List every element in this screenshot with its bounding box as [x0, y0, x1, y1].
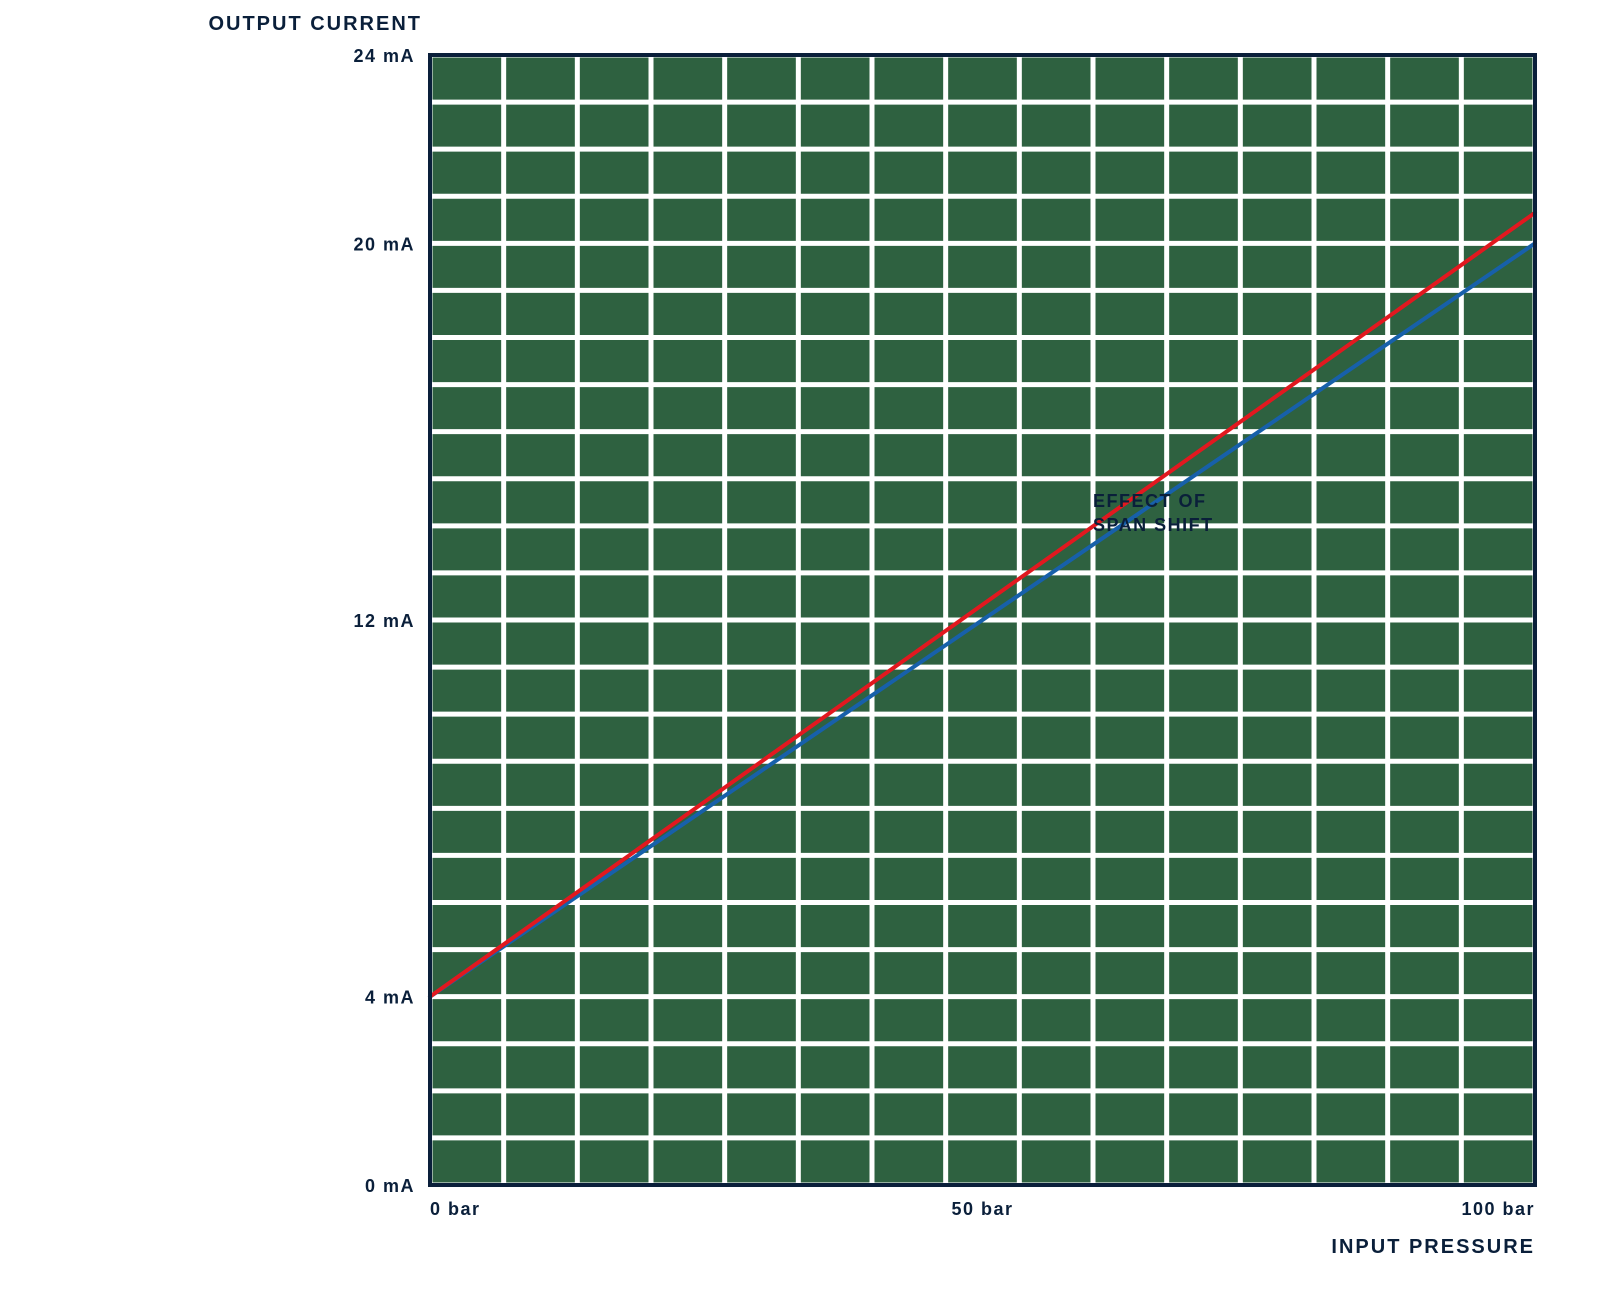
- x-tick-label: 0 bar: [430, 1199, 481, 1219]
- x-tick-label: 50 bar: [951, 1199, 1013, 1219]
- chart-svg: 0 mA 4 mA 12 mA 20 mA 24 mA 0 bar 50 bar 100 ba…: [0, 0, 1600, 1289]
- span-shift-chart: 0 mA 4 mA 12 mA 20 mA 24 mA 0 bar 50 bar 100 ba…: [0, 0, 1600, 1289]
- annotation-line: EFFECT OF: [1093, 491, 1207, 511]
- y-tick-label: 20 mA: [353, 234, 415, 254]
- y-tick-label: 0 mA: [365, 1176, 415, 1196]
- y-tick-label: 4 mA: [365, 988, 415, 1008]
- y-axis-title: OUTPUT CURRENT: [208, 13, 422, 35]
- y-tick-label: 12 mA: [353, 611, 415, 631]
- x-tick-label: 100 bar: [1461, 1199, 1535, 1219]
- x-axis-title: INPUT PRESSURE: [1331, 1236, 1535, 1258]
- annotation-line: SPAN SHIFT: [1093, 515, 1214, 535]
- y-tick-label: 24 mA: [353, 46, 415, 66]
